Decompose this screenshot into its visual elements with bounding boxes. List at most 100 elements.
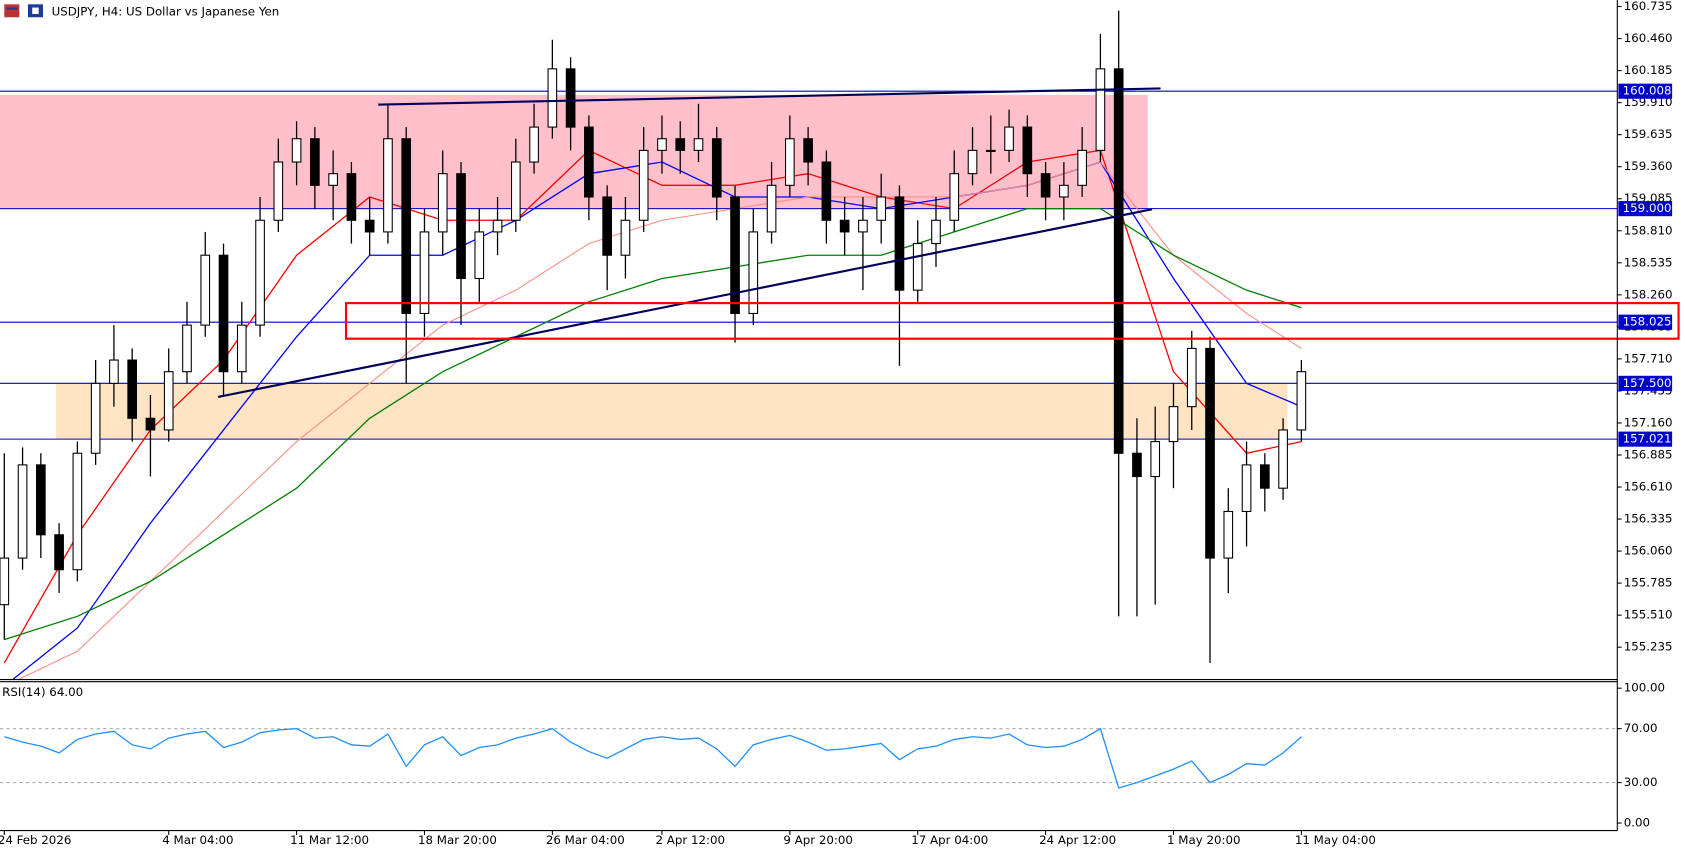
rsi-plot bbox=[0, 727, 1618, 789]
candle-body bbox=[803, 138, 813, 163]
candle-body bbox=[1077, 149, 1087, 186]
candle-body bbox=[456, 173, 466, 280]
moving-average bbox=[16, 161, 1302, 680]
level-tag bbox=[1618, 431, 1673, 447]
candle-body bbox=[346, 173, 357, 221]
moving-average bbox=[4, 207, 1302, 641]
candle-body bbox=[437, 173, 448, 233]
candle-body bbox=[584, 126, 594, 198]
candle-body bbox=[602, 196, 612, 256]
y-tick-label: 155.510 bbox=[1624, 608, 1673, 622]
level-tag bbox=[1618, 375, 1673, 391]
price-plot bbox=[0, 10, 1618, 680]
candle-body bbox=[1168, 406, 1179, 443]
candle-body bbox=[748, 231, 759, 314]
level-label: 157.500 bbox=[1623, 376, 1672, 390]
candle-body bbox=[1296, 371, 1307, 431]
candle-body bbox=[1059, 184, 1069, 198]
y-tick-label: 30.00 bbox=[1624, 775, 1658, 789]
candle-body bbox=[218, 254, 229, 373]
candle-body bbox=[985, 149, 996, 152]
level-tag bbox=[1618, 314, 1673, 330]
candle-body bbox=[876, 196, 887, 221]
y-tick-label: 158.535 bbox=[1624, 255, 1673, 269]
candle-body bbox=[1004, 126, 1014, 151]
x-tick-label: 4 Mar 04:00 bbox=[162, 833, 233, 847]
candle-body bbox=[967, 149, 978, 175]
level-label: 158.025 bbox=[1623, 315, 1672, 329]
x-tick-label: 26 Mar 04:00 bbox=[546, 833, 625, 847]
level-label: 159.000 bbox=[1623, 201, 1672, 215]
candle-body bbox=[620, 219, 631, 256]
candle-body bbox=[419, 231, 430, 314]
rsi-title: RSI(14) 64.00 bbox=[2, 685, 83, 699]
candle-body bbox=[182, 324, 192, 373]
candle-body bbox=[255, 219, 265, 326]
candle-body bbox=[529, 126, 539, 163]
candle-body bbox=[1113, 68, 1124, 454]
candle-body bbox=[383, 138, 393, 233]
candle-body bbox=[821, 161, 832, 221]
candle-body bbox=[90, 382, 101, 454]
level-tag bbox=[1618, 83, 1673, 99]
candle-body bbox=[0, 557, 10, 606]
candle-body bbox=[54, 534, 64, 571]
icon bbox=[32, 7, 39, 15]
rsi-line bbox=[4, 727, 1302, 789]
candle-body bbox=[492, 219, 503, 233]
x-tick-label: 9 Apr 20:00 bbox=[783, 833, 852, 847]
candle-body bbox=[1132, 452, 1142, 478]
candle-body bbox=[510, 161, 521, 221]
candle-body bbox=[730, 196, 740, 314]
candle-body bbox=[145, 417, 156, 431]
candle-body bbox=[912, 243, 923, 291]
y-tick-label: 158.810 bbox=[1624, 223, 1673, 237]
candle-body bbox=[291, 138, 302, 163]
candle-body bbox=[127, 359, 138, 419]
candle-body bbox=[72, 452, 83, 571]
x-tick-label: 18 Mar 20:00 bbox=[418, 833, 497, 847]
y-tick-label: 156.335 bbox=[1624, 512, 1673, 526]
y-tick-label: 159.635 bbox=[1624, 127, 1673, 141]
candle-body bbox=[675, 138, 686, 151]
icon bbox=[6, 7, 18, 10]
candle-body bbox=[236, 324, 247, 373]
x-tick-label: 11 May 04:00 bbox=[1295, 833, 1376, 847]
candle-body bbox=[1022, 126, 1033, 175]
candle-body bbox=[401, 138, 412, 314]
y-tick-label: 70.00 bbox=[1624, 721, 1658, 735]
y-tick-label: 157.160 bbox=[1624, 415, 1673, 429]
y-tick-label: 156.610 bbox=[1624, 480, 1673, 494]
icon bbox=[4, 4, 20, 18]
candle-body bbox=[839, 219, 850, 233]
y-tick-label: 159.360 bbox=[1624, 159, 1673, 173]
candle-body bbox=[1278, 429, 1288, 489]
x-tick-label: 2 Apr 12:00 bbox=[656, 833, 725, 847]
y-tick-label: 158.260 bbox=[1624, 287, 1673, 301]
candle-body bbox=[858, 219, 868, 233]
level-tag bbox=[1618, 201, 1673, 217]
highlight-box bbox=[344, 302, 1680, 340]
candle-body bbox=[109, 359, 119, 384]
axes bbox=[0, 0, 1618, 832]
trendline bbox=[378, 87, 1161, 106]
chart-title: USDJPY, H4: US Dollar vs Japanese Yen bbox=[52, 4, 280, 18]
candle-body bbox=[273, 161, 284, 221]
candle-body bbox=[711, 138, 722, 198]
candle-body bbox=[638, 149, 649, 221]
y-tick-label: 157.710 bbox=[1624, 351, 1673, 365]
candle-body bbox=[547, 68, 558, 128]
candle-body bbox=[200, 254, 211, 326]
y-tick-label: 100.00 bbox=[1624, 681, 1665, 695]
y-tick-label: 160.185 bbox=[1624, 63, 1673, 77]
candle-body bbox=[931, 219, 941, 245]
y-tick-label: 160.735 bbox=[1624, 0, 1673, 13]
drawings bbox=[217, 87, 1680, 399]
candle-body bbox=[1040, 173, 1051, 198]
y-tick-label: 156.885 bbox=[1624, 447, 1673, 461]
x-tick-label: 1 May 20:00 bbox=[1167, 833, 1240, 847]
candle-body bbox=[785, 138, 795, 186]
candle-body bbox=[949, 173, 960, 221]
